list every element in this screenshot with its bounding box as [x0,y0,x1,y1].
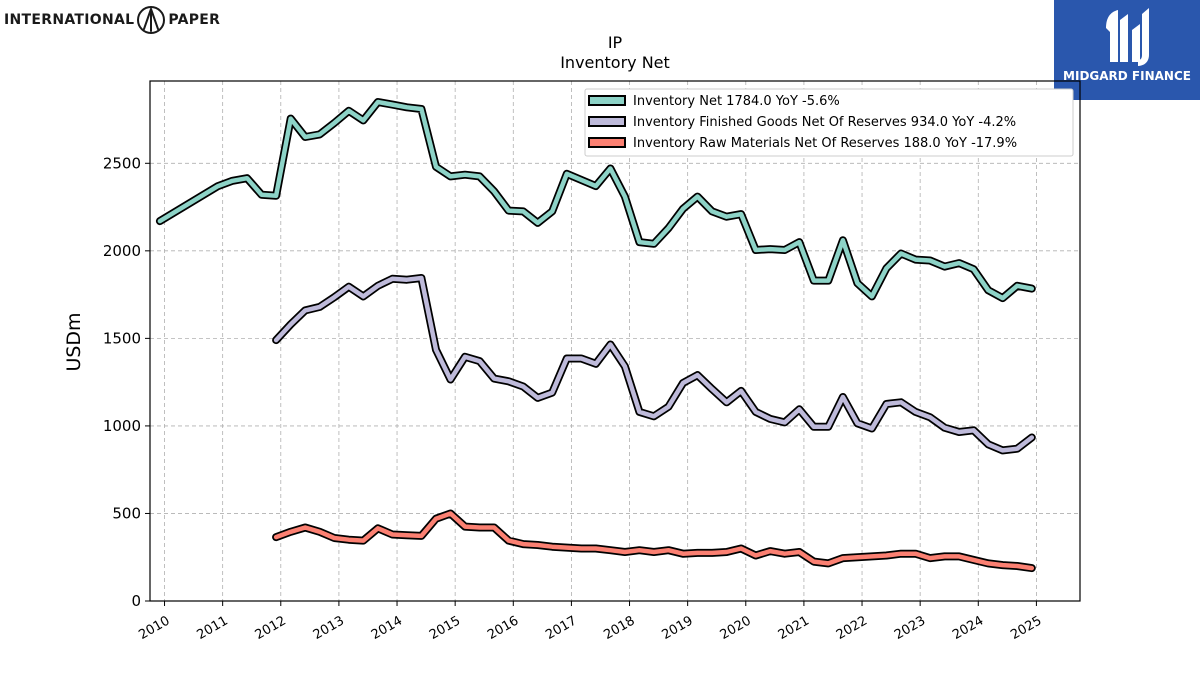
series-line [273,511,1035,571]
legend-box [584,88,1074,157]
logo-word-left: INTERNATIONAL [4,12,135,28]
x-tick-label: 2012 [253,613,289,643]
y-tick-label: 2000 [103,242,141,260]
x-tick-label: 2018 [601,613,637,643]
x-tick-label: 2013 [311,613,347,643]
x-tick-label: 2019 [659,613,695,643]
logo-word-right: PAPER [168,12,221,28]
x-tick-label: 2024 [950,613,986,643]
y-axis-label: USDm [63,312,85,371]
legend-entry: Inventory Finished Goods Net Of Reserves… [633,115,1016,130]
legend-entry: Inventory Net 1784.0 YoY -5.6% [633,94,840,109]
y-tick-label: 0 [131,592,141,610]
series-line-outline [272,274,1036,455]
midgard-mark-icon [1106,8,1149,66]
x-tick-label: 2020 [718,613,754,643]
series-line [273,275,1035,453]
grid [150,81,1080,601]
y-tick-label: 1000 [103,417,141,435]
x-ticks: 2010 2011 2012 2013 2014 2015 2016 2017 2018 2019… [136,601,1044,643]
brand-name: MIDGARD FINANCE [1063,69,1191,83]
legend-entry: Inventory Raw Materials Net Of Reserves … [633,136,1017,151]
legend: Inventory Net 1784.0 YoY -5.6% Inventory … [584,88,1074,157]
legend-swatch [588,95,626,106]
x-tick-label: 2011 [194,613,230,643]
x-tick-label: 2014 [369,613,405,643]
international-paper-logo: INTERNATIONAL PAPER [4,4,220,36]
x-tick-label: 2016 [485,613,521,643]
x-tick-label: 2025 [1008,613,1044,643]
y-tick-label: 1500 [103,329,141,347]
chart-title: IP [608,33,623,52]
series-line-outline [272,509,1036,573]
midgard-finance-logo: MIDGARD FINANCE [1054,0,1200,100]
x-tick-label: 2015 [427,613,463,643]
y-tick-label: 500 [112,504,141,522]
x-tick-label: 2010 [136,613,172,643]
series-line [157,99,1035,301]
legend-swatch [588,137,626,148]
x-tick-label: 2021 [776,613,812,643]
x-tick-label: 2022 [834,613,870,643]
ip-arrow-icon [137,6,166,34]
y-ticks: 0 500 1000 1500 2000 2500 [103,154,150,610]
series-layer [155,98,1036,573]
plot-frame [149,80,1081,602]
x-tick-label: 2017 [543,613,579,643]
y-tick-label: 2500 [103,154,141,172]
legend-swatch [588,116,626,127]
chart-subtitle: Inventory Net [560,53,670,72]
x-tick-label: 2023 [892,613,928,643]
